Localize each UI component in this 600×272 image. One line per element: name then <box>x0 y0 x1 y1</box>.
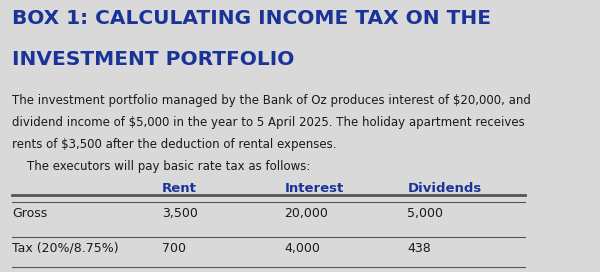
Text: BOX 1: CALCULATING INCOME TAX ON THE: BOX 1: CALCULATING INCOME TAX ON THE <box>12 10 491 29</box>
Text: The executors will pay basic rate tax as follows:: The executors will pay basic rate tax as… <box>12 160 310 174</box>
Text: INVESTMENT PORTFOLIO: INVESTMENT PORTFOLIO <box>12 50 295 69</box>
Text: dividend income of $5,000 in the year to 5 April 2025. The holiday apartment rec: dividend income of $5,000 in the year to… <box>12 116 525 129</box>
Text: 20,000: 20,000 <box>284 207 328 220</box>
Text: Gross: Gross <box>12 207 47 220</box>
Text: Interest: Interest <box>284 182 344 195</box>
Text: 3,500: 3,500 <box>161 207 197 220</box>
Text: The investment portfolio managed by the Bank of Oz produces interest of $20,000,: The investment portfolio managed by the … <box>12 94 531 107</box>
Text: Tax (20%/8.75%): Tax (20%/8.75%) <box>12 242 119 255</box>
Text: Dividends: Dividends <box>407 182 482 195</box>
Text: Rent: Rent <box>161 182 196 195</box>
Text: rents of $3,500 after the deduction of rental expenses.: rents of $3,500 after the deduction of r… <box>12 138 337 152</box>
Text: 438: 438 <box>407 242 431 255</box>
Text: 4,000: 4,000 <box>284 242 320 255</box>
Text: 700: 700 <box>161 242 185 255</box>
Text: 5,000: 5,000 <box>407 207 443 220</box>
